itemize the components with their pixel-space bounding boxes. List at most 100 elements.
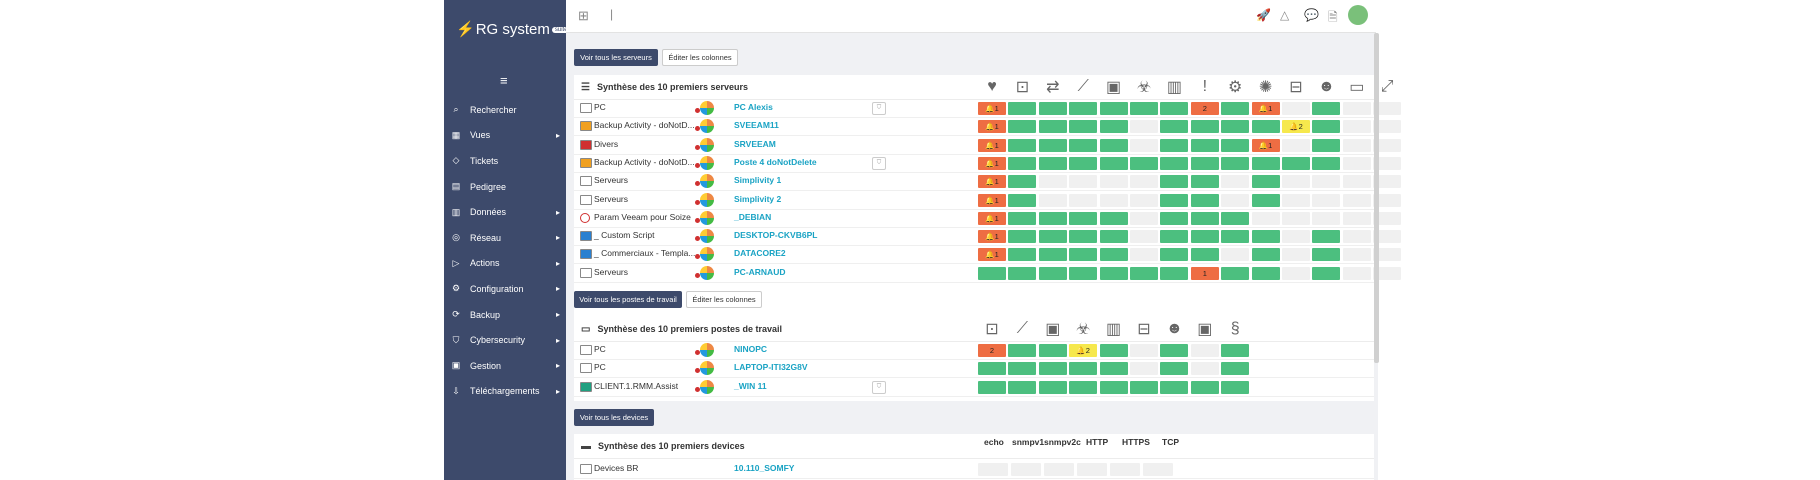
status-cell[interactable]: 2: [978, 344, 1006, 357]
status-cell[interactable]: [1190, 230, 1219, 244]
status-cell[interactable]: [1038, 175, 1067, 189]
status-cell[interactable]: [1130, 362, 1158, 376]
status-cell[interactable]: [1038, 120, 1067, 134]
status-cell[interactable]: [1373, 211, 1402, 225]
status-cell[interactable]: 1: [1190, 266, 1219, 280]
status-cell[interactable]: [1130, 380, 1158, 394]
status-cell[interactable]: [1190, 156, 1219, 170]
status-cell[interactable]: [1069, 211, 1098, 225]
status-cell[interactable]: 🔔1: [1251, 102, 1280, 115]
host-link[interactable]: 10.110_SOMFY: [734, 463, 795, 473]
logo[interactable]: ⚡RG system suite: [456, 20, 571, 38]
scrollbar[interactable]: [1374, 33, 1379, 363]
status-cell[interactable]: [1373, 230, 1402, 244]
status-cell[interactable]: [1282, 248, 1310, 262]
sidebar-item-0[interactable]: ⌕ Rechercher: [444, 97, 566, 123]
host-link[interactable]: Poste 4 doNotDelete: [734, 156, 817, 167]
view-all-workstations-button[interactable]: Voir tous les postes de travail: [574, 291, 682, 308]
view-all-devices-button[interactable]: Voir tous les devices: [574, 409, 654, 426]
status-cell[interactable]: [1160, 193, 1189, 207]
sidebar-item-7[interactable]: ⚙ Configuration ▸: [444, 276, 566, 302]
status-cell[interactable]: [1342, 211, 1371, 225]
status-cell[interactable]: 🔔1: [978, 211, 1006, 225]
status-cell[interactable]: [1008, 344, 1037, 357]
status-cell[interactable]: [1190, 138, 1219, 152]
document-icon[interactable]: 🗎: [1328, 10, 1338, 24]
hamburger-menu-icon[interactable]: ≡: [500, 73, 508, 88]
status-cell[interactable]: [1190, 211, 1219, 225]
sidebar-item-4[interactable]: ▥ Données ▸: [444, 199, 566, 225]
status-cell[interactable]: [1130, 211, 1158, 225]
status-cell[interactable]: [1099, 380, 1128, 394]
status-cell[interactable]: [1038, 380, 1067, 394]
status-cell[interactable]: [1008, 156, 1037, 170]
host-link[interactable]: DATACORE2: [734, 248, 786, 259]
status-cell[interactable]: [1282, 102, 1310, 115]
status-cell[interactable]: [1342, 175, 1371, 189]
status-cell[interactable]: 2: [1190, 102, 1219, 115]
host-link[interactable]: PC-ARNAUD: [734, 266, 786, 277]
status-cell[interactable]: [1342, 102, 1371, 115]
chat-icon[interactable]: 💬: [1304, 8, 1319, 22]
status-cell[interactable]: [1342, 193, 1371, 207]
status-cell[interactable]: [1282, 193, 1310, 207]
status-cell[interactable]: [1373, 138, 1402, 152]
status-cell[interactable]: [1251, 230, 1280, 244]
view-all-servers-button[interactable]: Voir tous les serveurs: [574, 49, 658, 66]
status-cell[interactable]: [1251, 193, 1280, 207]
status-cell[interactable]: [1342, 248, 1371, 262]
status-cell[interactable]: [1160, 380, 1189, 394]
status-cell[interactable]: [1312, 175, 1341, 189]
status-cell[interactable]: [1069, 120, 1098, 134]
status-cell[interactable]: [1312, 230, 1341, 244]
status-cell[interactable]: [1190, 248, 1219, 262]
status-cell[interactable]: [1373, 102, 1402, 115]
status-cell[interactable]: [1008, 248, 1037, 262]
status-cell[interactable]: [1251, 211, 1280, 225]
status-cell[interactable]: [1160, 102, 1189, 115]
host-link[interactable]: LAPTOP-ITI32G8V: [734, 362, 808, 373]
status-cell[interactable]: [1312, 120, 1341, 134]
status-cell[interactable]: [1373, 248, 1402, 262]
status-cell[interactable]: [1221, 266, 1250, 280]
avatar[interactable]: [1348, 5, 1368, 25]
status-cell[interactable]: [1069, 380, 1098, 394]
status-cell[interactable]: 🔔1: [978, 138, 1006, 152]
status-cell[interactable]: [1190, 344, 1219, 357]
sidebar-item-1[interactable]: ▦ Vues ▸: [444, 123, 566, 149]
host-link[interactable]: NINOPC: [734, 344, 768, 354]
status-cell[interactable]: [1038, 266, 1067, 280]
status-cell[interactable]: [1373, 175, 1402, 189]
status-cell[interactable]: [1130, 248, 1158, 262]
sidebar-item-5[interactable]: ◎ Réseau ▸: [444, 225, 566, 251]
status-cell[interactable]: [1008, 193, 1037, 207]
status-cell[interactable]: [1008, 380, 1037, 394]
status-cell[interactable]: 🔔2: [1069, 344, 1098, 357]
status-cell[interactable]: [1008, 120, 1037, 134]
status-cell[interactable]: [1099, 193, 1128, 207]
host-link[interactable]: _WIN 11: [734, 380, 767, 391]
status-cell[interactable]: [1282, 230, 1310, 244]
status-cell[interactable]: 🔔1: [978, 193, 1006, 207]
status-cell[interactable]: [1099, 102, 1128, 115]
status-cell[interactable]: 🔔1: [978, 248, 1006, 262]
status-cell[interactable]: [1069, 193, 1098, 207]
host-link[interactable]: Simplivity 2: [734, 193, 782, 204]
status-cell[interactable]: [1038, 344, 1067, 357]
status-cell[interactable]: [1038, 248, 1067, 262]
status-cell[interactable]: [1008, 211, 1037, 225]
status-cell[interactable]: [1038, 230, 1067, 244]
host-link[interactable]: SVEEAM11: [734, 120, 779, 131]
status-cell[interactable]: 🔔1: [978, 102, 1006, 115]
status-cell[interactable]: [1099, 211, 1128, 225]
status-cell[interactable]: [978, 380, 1006, 394]
status-cell[interactable]: 🔔1: [978, 175, 1006, 189]
status-cell[interactable]: [1373, 156, 1402, 170]
edit-columns-servers-button[interactable]: Éditer les colonnes: [662, 49, 738, 66]
shield-action-icon[interactable]: ⛉: [872, 156, 886, 170]
status-cell[interactable]: [1069, 266, 1098, 280]
status-cell[interactable]: [1160, 248, 1189, 262]
sidebar-item-9[interactable]: ⛉ Cybersecurity ▸: [444, 327, 566, 353]
host-link[interactable]: DESKTOP-CKVB6PL: [734, 230, 818, 241]
status-cell[interactable]: [1038, 156, 1067, 170]
